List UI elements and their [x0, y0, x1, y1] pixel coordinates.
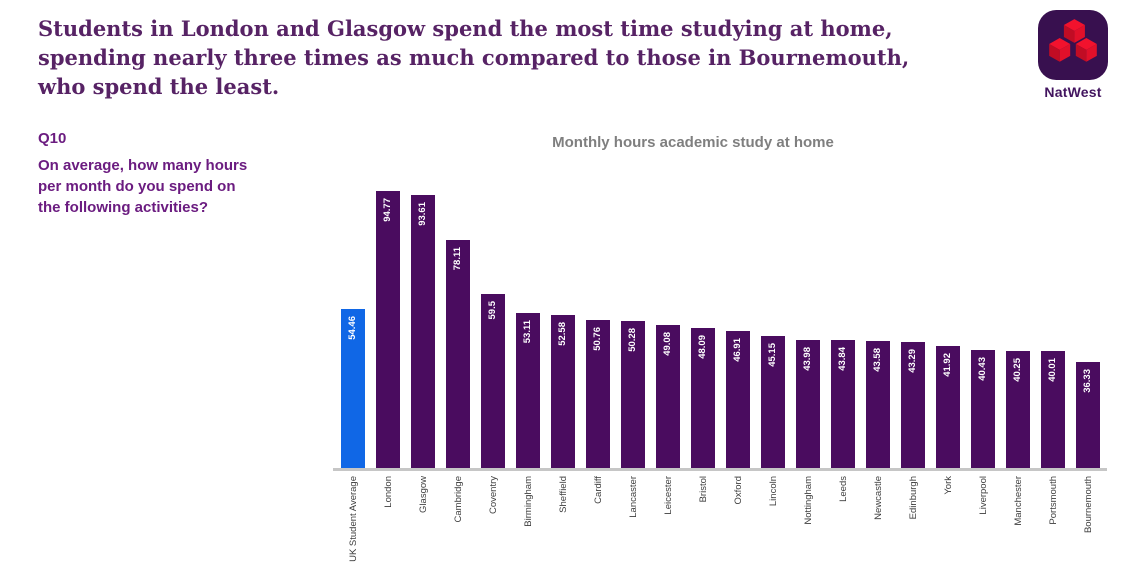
bar-group-manchester: 40.25 Manchester — [1006, 176, 1030, 526]
bar-group-york: 41.92 York — [936, 176, 960, 495]
bar: 43.29 — [901, 341, 925, 468]
bar-group-bristol: 48.09 Bristol — [691, 176, 715, 502]
bar-group-birmingham: 53.11 Birmingham — [516, 176, 540, 527]
bar: 40.01 — [1041, 351, 1065, 468]
brand-block: NatWest — [1036, 10, 1110, 100]
bar: 50.76 — [586, 319, 610, 468]
bar: 43.98 — [796, 339, 820, 468]
category-label: Coventry — [488, 476, 499, 515]
bar-value-label: 52.58 — [557, 321, 568, 346]
bar-group-newcastle: 43.58 Newcastle — [866, 176, 890, 520]
bar-group-leeds: 43.84 Leeds — [831, 176, 855, 502]
bar-group-liverpool: 40.43 Liverpool — [971, 176, 995, 515]
bar-value-label: 46.91 — [732, 338, 743, 362]
bar-group-sheffield: 52.58 Sheffield — [551, 176, 575, 513]
bar-value-label: 54.46 — [347, 316, 358, 340]
category-label: Glasgow — [418, 476, 429, 513]
category-label: Liverpool — [978, 476, 989, 515]
category-label: Bournemouth — [1083, 476, 1094, 534]
x-axis-line — [333, 468, 1107, 471]
bar-value-label: 93.61 — [417, 201, 428, 226]
bar-value-label: 36.33 — [1082, 368, 1093, 393]
bar-group-lincoln: 45.15 Lincoln — [761, 176, 785, 506]
question-number: Q10 — [38, 130, 67, 147]
category-label: Lincoln — [768, 476, 779, 507]
bar-value-label: 53.11 — [522, 319, 533, 344]
category-label: Cardiff — [593, 476, 604, 504]
category-label: Newcastle — [873, 476, 884, 520]
category-label: Manchester — [1013, 476, 1024, 526]
bar-group-glasgow: 93.61 Glasgow — [411, 176, 435, 513]
bar-value-label: 45.15 — [767, 343, 778, 367]
bar-group-bournemouth: 36.33 Bournemouth — [1076, 176, 1100, 533]
bar: 45.15 — [761, 336, 785, 468]
question-text: On average, how many hours per month do … — [38, 157, 248, 216]
bar-group-portsmouth: 40.01 Portsmouth — [1041, 176, 1065, 525]
bar: 50.28 — [621, 321, 645, 468]
bar-value-label: 59.5 — [487, 301, 498, 320]
bar: 94.77 — [376, 191, 400, 468]
category-label: Bristol — [698, 476, 709, 503]
bar: 43.58 — [866, 340, 890, 468]
bar: 46.91 — [726, 331, 750, 468]
chart-title: Monthly hours academic study at home — [552, 134, 834, 151]
bar-group-london: 94.77 London — [376, 176, 400, 508]
bar-group-lancaster: 50.28 Lancaster — [621, 176, 645, 518]
bar-value-label: 78.11 — [452, 246, 463, 271]
bar: 59.5 — [481, 294, 505, 468]
bar-value-label: 94.77 — [382, 198, 393, 223]
bar-chart-plot-area: 54.46 UK Student Average 94.77 London 93.61 G… — [341, 176, 1100, 562]
category-label: Oxford — [733, 476, 744, 505]
bar: 36.33 — [1076, 361, 1100, 468]
bar-group-coventry: 59.5 Coventry — [481, 176, 505, 514]
bar-value-label: 49.08 — [662, 331, 673, 356]
bar-value-label: 43.58 — [872, 347, 883, 372]
bar-group-nottingham: 43.98 Nottingham — [796, 176, 820, 525]
bar: 53.11 — [516, 312, 540, 468]
bar-group-uk-student-average: 54.46 UK Student Average — [341, 176, 365, 562]
category-label: Nottingham — [803, 476, 814, 525]
headline: Students in London and Glasgow spend the… — [38, 16, 910, 99]
bar-value-label: 43.29 — [907, 348, 918, 373]
bar-value-label: 40.25 — [1012, 357, 1023, 382]
bar: 48.09 — [691, 327, 715, 468]
bar-value-label: 50.76 — [592, 326, 603, 351]
bar-value-label: 43.98 — [802, 346, 813, 371]
bar: 40.25 — [1006, 350, 1030, 468]
bar: 93.61 — [411, 194, 435, 468]
bar-group-edinburgh: 43.29 Edinburgh — [901, 176, 925, 519]
brand-wordmark: NatWest — [1044, 84, 1102, 100]
bar: 78.11 — [446, 239, 470, 468]
category-label: London — [383, 476, 394, 508]
category-label: UK Student Average — [348, 476, 359, 562]
bar: 49.08 — [656, 324, 680, 468]
bar: 41.92 — [936, 345, 960, 468]
category-label: Lancaster — [628, 476, 639, 518]
category-label: Leicester — [663, 476, 674, 515]
bar: 40.43 — [971, 349, 995, 468]
bar-value-label: 40.01 — [1047, 358, 1058, 382]
bar-value-label: 50.28 — [627, 328, 638, 352]
bar: 52.58 — [551, 314, 575, 468]
category-label: Portsmouth — [1048, 476, 1059, 525]
category-label: Leeds — [838, 476, 849, 502]
bar-group-oxford: 46.91 Oxford — [726, 176, 750, 505]
bar: 54.46 — [341, 309, 365, 468]
bar-group-leicester: 49.08 Leicester — [656, 176, 680, 515]
category-label: Edinburgh — [908, 476, 919, 520]
bar-value-label: 41.92 — [942, 352, 953, 377]
category-label: York — [943, 476, 954, 495]
bar-value-label: 48.09 — [697, 334, 708, 359]
category-label: Cambridge — [453, 476, 464, 523]
bar: 43.84 — [831, 340, 855, 468]
category-label: Sheffield — [558, 476, 569, 513]
natwest-cubes-logo-icon — [1036, 10, 1110, 80]
category-label: Birmingham — [523, 476, 534, 527]
bar-group-cambridge: 78.11 Cambridge — [446, 176, 470, 522]
bar-group-cardiff: 50.76 Cardiff — [586, 176, 610, 504]
bar-value-label: 43.84 — [837, 347, 848, 371]
bar-value-label: 40.43 — [977, 356, 988, 381]
